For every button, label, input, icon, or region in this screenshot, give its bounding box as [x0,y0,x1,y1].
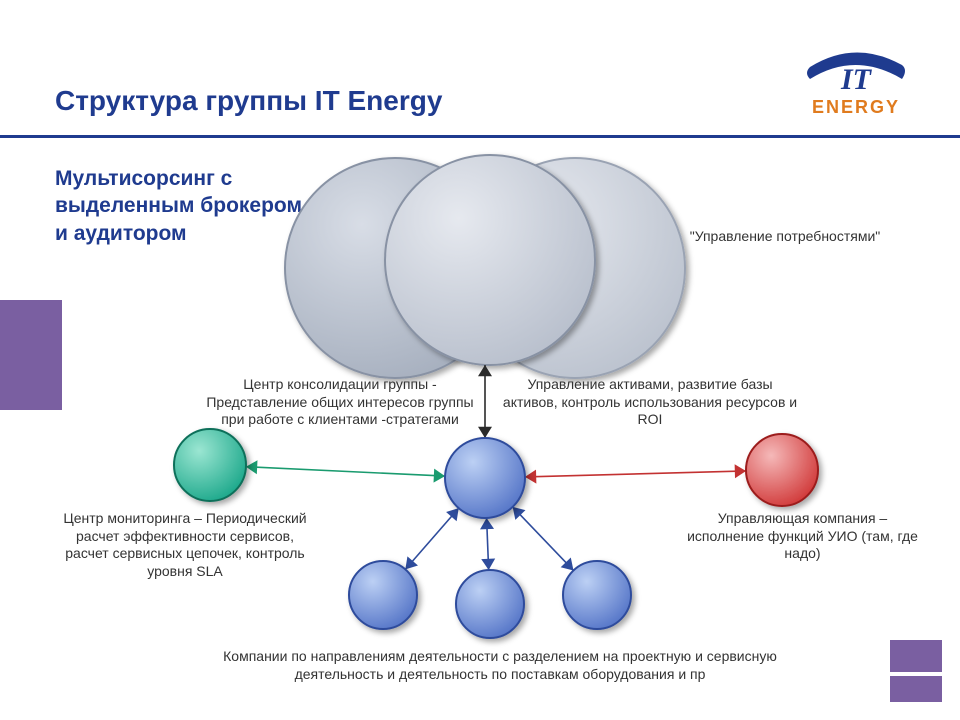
label-left-caption: Центр мониторинга – Периодический расчет… [60,510,310,580]
label-bottom: Компании по направлениям деятельности с … [200,648,800,683]
label-top-right: "Управление потребностями" [680,228,890,246]
label-right-caption: Управляющая компания – исполнение функци… [680,510,925,563]
slide: Структура группы IT Energy Мультисорсинг… [0,0,960,720]
label-mid-left: Центр консолидации группы - Представлени… [200,376,480,429]
label-mid-right: Управление активами, развитие базы актив… [500,376,800,429]
diagram [0,0,960,720]
